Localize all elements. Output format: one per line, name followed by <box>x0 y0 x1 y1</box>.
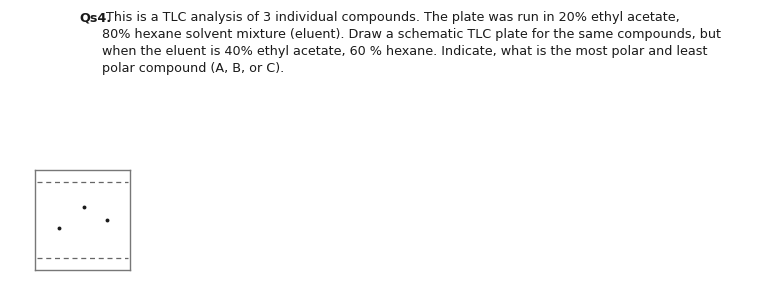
Text: This is a TLC analysis of 3 individual compounds. The plate was run in 20% ethyl: This is a TLC analysis of 3 individual c… <box>102 11 721 76</box>
Text: Qs4.: Qs4. <box>80 11 111 25</box>
